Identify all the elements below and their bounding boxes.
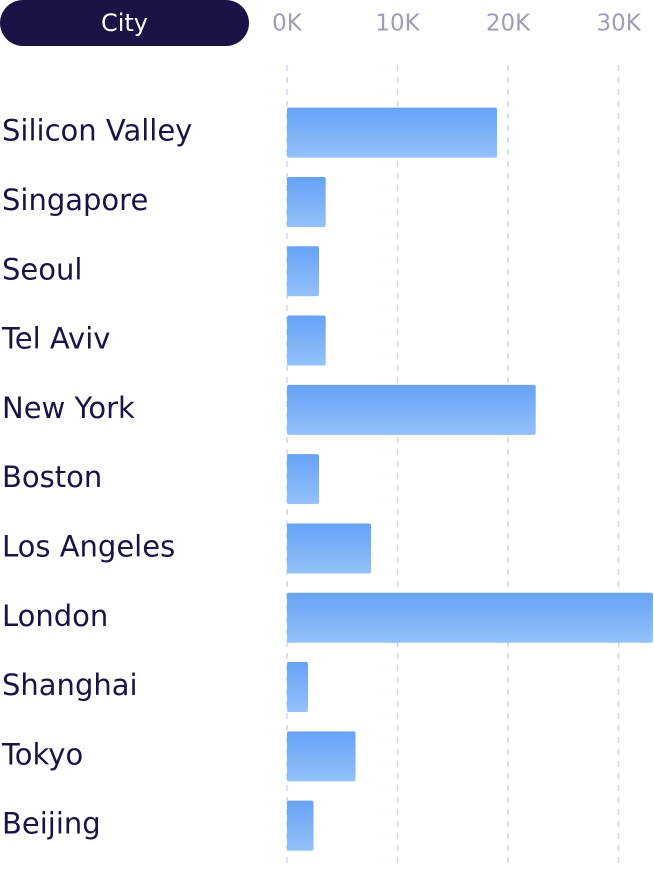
category-label: Boston	[2, 460, 102, 494]
bar	[287, 176, 326, 227]
category-label: Singapore	[2, 183, 148, 217]
bar	[287, 454, 320, 505]
category-label: Tokyo	[1, 737, 83, 771]
bar	[287, 800, 314, 851]
bar	[287, 384, 536, 435]
x-tick-label: 20K	[486, 11, 531, 37]
x-tick-label: 10K	[375, 11, 420, 37]
category-label: London	[2, 599, 108, 633]
bar	[287, 246, 320, 297]
category-label: Beijing	[2, 807, 101, 841]
category-label: Shanghai	[2, 668, 138, 702]
bar	[287, 315, 326, 366]
category-label: Tel Aviv	[1, 322, 110, 356]
category-label: Los Angeles	[2, 529, 175, 563]
bar	[287, 731, 356, 782]
axis-header: City	[101, 9, 148, 37]
category-label: New York	[2, 391, 135, 425]
category-label: Silicon Valley	[2, 114, 192, 148]
header-pill	[0, 0, 249, 46]
category-label: Seoul	[2, 252, 82, 286]
x-tick-label: 30K	[596, 11, 641, 37]
bar	[287, 662, 309, 713]
bar	[287, 592, 653, 643]
bar	[287, 107, 498, 158]
bar	[287, 523, 372, 574]
x-tick-label: 0K	[272, 11, 303, 37]
